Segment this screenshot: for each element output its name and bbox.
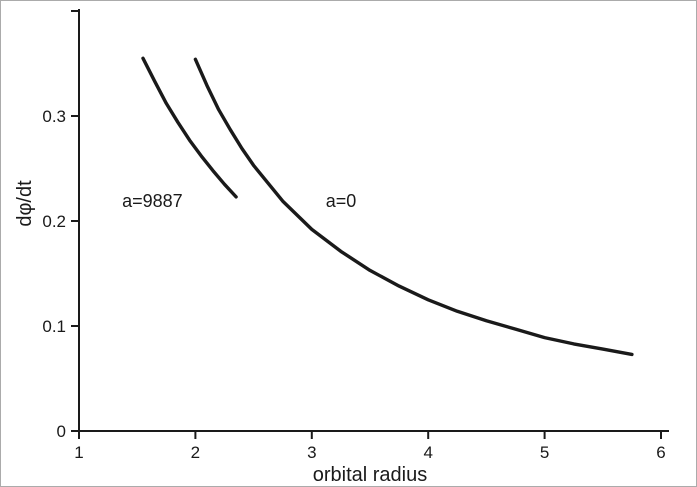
- curve-label-1: a=0: [326, 191, 357, 211]
- y-tick-label: 0: [57, 422, 66, 441]
- curve-label-0: a=9887: [122, 191, 183, 211]
- x-tick-label: 2: [191, 443, 200, 462]
- x-tick-label: 3: [307, 443, 316, 462]
- x-axis-title: orbital radius: [313, 464, 428, 486]
- curve-1-a=0: [193, 57, 634, 357]
- y-axis-title: dφ/dt: [14, 180, 36, 227]
- x-tick-label: 1: [74, 443, 83, 462]
- y-tick-label: 0.3: [42, 107, 66, 126]
- y-tick-label: 0.1: [42, 317, 66, 336]
- y-tick-label: 0.2: [42, 212, 66, 231]
- x-tick-label: 4: [423, 443, 432, 462]
- curve-0-a=9887: [141, 56, 238, 199]
- x-tick-label: 6: [656, 443, 665, 462]
- x-tick-label: 5: [540, 443, 549, 462]
